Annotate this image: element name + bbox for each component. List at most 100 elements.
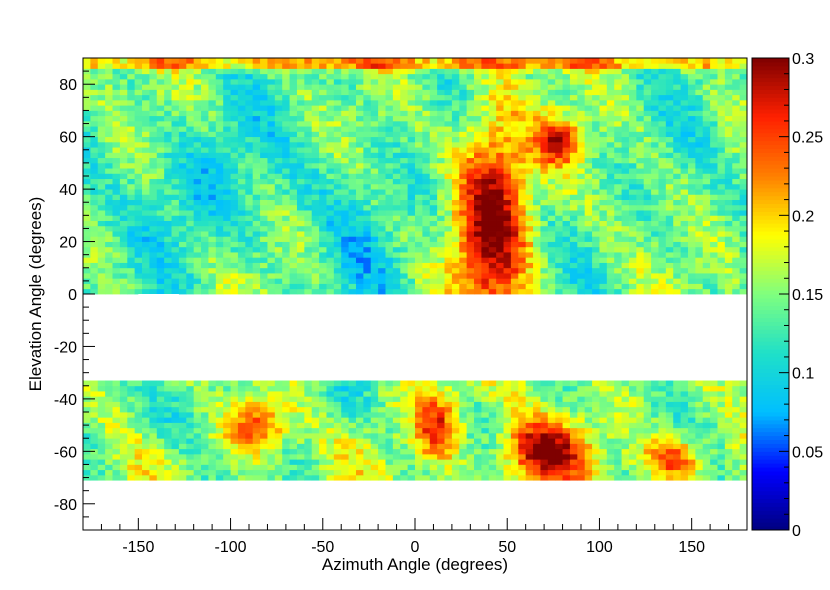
heatmap-cell xyxy=(665,215,674,221)
heatmap-cell xyxy=(540,241,549,248)
heatmap-cell xyxy=(429,136,438,143)
heatmap-cell xyxy=(83,136,91,143)
heatmap-cell xyxy=(112,173,121,180)
heatmap-cell xyxy=(289,147,298,153)
heatmap-cell xyxy=(444,194,453,200)
heatmap-cell xyxy=(112,78,121,85)
heatmap-cell xyxy=(178,58,187,64)
heatmap-cell xyxy=(245,220,254,227)
heatmap-cell xyxy=(237,215,246,221)
heatmap-cell xyxy=(673,220,681,227)
heatmap-cell xyxy=(378,120,386,127)
heatmap-cell xyxy=(739,427,748,434)
heatmap-cell xyxy=(518,262,527,269)
heatmap-cell xyxy=(355,199,364,206)
heatmap-cell xyxy=(252,141,261,148)
heatmap-cell xyxy=(621,178,630,185)
heatmap-cell xyxy=(311,432,320,439)
heatmap-cell xyxy=(422,257,431,263)
heatmap-cell xyxy=(488,120,497,127)
heatmap-cell xyxy=(319,464,327,471)
heatmap-cell xyxy=(687,220,696,227)
heatmap-cell xyxy=(621,173,630,180)
heatmap-cell xyxy=(739,84,748,90)
heatmap-cell xyxy=(282,459,290,465)
heatmap-cell xyxy=(311,288,320,295)
heatmap-cell xyxy=(267,443,276,450)
heatmap-cell xyxy=(555,63,563,69)
heatmap-cell xyxy=(304,453,313,460)
heatmap-cell xyxy=(459,115,468,122)
heatmap-cell xyxy=(304,194,313,200)
heatmap-cell xyxy=(341,267,349,274)
heatmap-cell xyxy=(127,432,136,439)
heatmap-cell xyxy=(193,225,202,232)
heatmap-cell xyxy=(97,152,106,159)
heatmap-cell xyxy=(533,94,541,101)
heatmap-cell xyxy=(518,204,527,211)
heatmap-cell xyxy=(333,267,342,274)
heatmap-cell xyxy=(636,99,645,106)
heatmap-cell xyxy=(289,453,298,460)
heatmap-cell xyxy=(732,474,741,481)
heatmap-cell xyxy=(658,262,667,269)
heatmap-cell xyxy=(606,105,615,111)
heatmap-cell xyxy=(311,162,320,169)
heatmap-cell xyxy=(164,453,172,460)
heatmap-cell xyxy=(201,204,209,211)
heatmap-cell xyxy=(223,157,231,164)
heatmap-cell xyxy=(119,147,128,153)
heatmap-cell xyxy=(97,99,106,106)
heatmap-cell xyxy=(510,141,519,148)
heatmap-cell xyxy=(127,273,136,279)
heatmap-cell xyxy=(665,427,674,434)
heatmap-cell xyxy=(274,257,283,263)
heatmap-cell xyxy=(252,105,261,111)
heatmap-cell xyxy=(260,438,268,444)
heatmap-cell xyxy=(164,194,172,200)
heatmap-cell xyxy=(186,448,195,455)
heatmap-cell xyxy=(702,278,711,284)
heatmap-cell xyxy=(673,241,681,248)
heatmap-cell xyxy=(333,63,342,69)
heatmap-cell xyxy=(348,220,357,227)
heatmap-cell xyxy=(186,120,195,127)
heatmap-cell xyxy=(333,115,342,122)
heatmap-cell xyxy=(97,283,106,290)
heatmap-cell xyxy=(260,115,268,122)
heatmap-cell xyxy=(296,252,305,258)
heatmap-cell xyxy=(695,126,704,132)
heatmap-cell xyxy=(215,147,224,153)
heatmap-cell xyxy=(105,199,113,206)
heatmap-cell xyxy=(267,173,276,180)
heatmap-cell xyxy=(119,173,128,180)
heatmap-cell xyxy=(142,469,150,476)
heatmap-cell xyxy=(717,459,726,465)
heatmap-cell xyxy=(437,78,445,85)
heatmap-cell xyxy=(304,168,313,174)
heatmap-cell xyxy=(459,58,468,64)
heatmap-cell xyxy=(282,178,290,185)
heatmap-cell xyxy=(363,252,372,258)
heatmap-cell xyxy=(525,73,534,80)
heatmap-cell xyxy=(105,73,113,80)
heatmap-cell xyxy=(621,194,630,200)
heatmap-cell xyxy=(97,474,106,481)
heatmap-cell xyxy=(673,168,681,174)
heatmap-cell xyxy=(164,162,172,169)
heatmap-cell xyxy=(319,58,327,64)
heatmap-cell xyxy=(282,262,290,269)
heatmap-cell xyxy=(260,152,268,159)
heatmap-cell xyxy=(385,136,394,143)
heatmap-cell xyxy=(311,474,320,481)
heatmap-cell xyxy=(230,252,239,258)
heatmap-cell xyxy=(614,94,622,101)
heatmap-cell xyxy=(429,469,438,476)
heatmap-cell xyxy=(680,432,689,439)
heatmap-cell xyxy=(724,152,733,159)
heatmap-cell xyxy=(702,152,711,159)
heatmap-cell xyxy=(112,231,121,237)
heatmap-cell xyxy=(628,464,637,471)
heatmap-cell xyxy=(134,210,143,216)
heatmap-cell xyxy=(555,241,563,248)
